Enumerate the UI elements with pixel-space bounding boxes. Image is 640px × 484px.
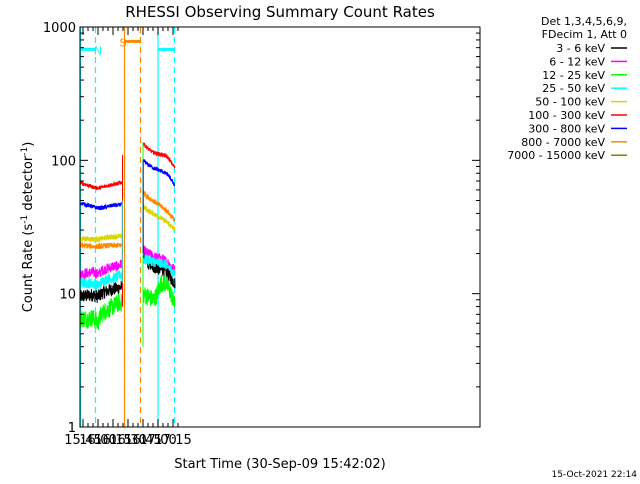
x-tick-label: 16:00 — [79, 433, 116, 448]
legend-entry-label: 300 - 800 keV — [528, 122, 605, 135]
x-tick-label: 17:15 — [154, 433, 191, 448]
series-2-segment-1 — [79, 293, 123, 331]
series-7-segment-1 — [79, 241, 123, 250]
x-tick-label: 15:45 — [64, 433, 101, 448]
y-axis: 1 10 100 1000 — [43, 21, 480, 436]
plot-frame — [79, 26, 481, 428]
series-1-segment-1 — [79, 259, 123, 281]
legend-entry-label: 50 - 100 keV — [535, 96, 605, 109]
series-5-segment-2 — [142, 142, 176, 169]
series-7-segment-2 — [142, 190, 176, 222]
x-tick-label: 16:45 — [124, 433, 161, 448]
annotation-label-n: N — [94, 44, 102, 57]
x-tick-label: 16:15 — [94, 433, 131, 448]
y-tick-label: 100 — [51, 154, 76, 169]
y-tick-label: 1000 — [43, 21, 76, 36]
legend: Det 1,3,4,5,6,9, FDecim 1, Att 0 3 - 6 k… — [507, 15, 627, 162]
x-tick-label: 16:30 — [109, 433, 146, 448]
x-tick-label: 17:00 — [139, 433, 176, 448]
legend-header-line1: Det 1,3,4,5,6,9, — [541, 15, 627, 28]
series-2-segment-2 — [142, 274, 176, 309]
series-3-segment-2 — [142, 254, 176, 277]
series-6-segment-1 — [79, 201, 123, 211]
chart-title: RHESSI Observing Summary Count Rates — [125, 3, 435, 21]
series-4-segment-2 — [142, 204, 176, 231]
series-5-segment-1 — [79, 180, 123, 191]
y-axis-label: Count Rate (s-1 detector-1) — [20, 142, 36, 313]
legend-entry-label: 7000 - 15000 keV — [507, 149, 605, 162]
series-6-segment-2 — [142, 158, 176, 188]
series-4-segment-1 — [79, 232, 123, 243]
legend-entry-label: 3 - 6 keV — [556, 42, 605, 55]
series-3-segment-1 — [79, 269, 123, 290]
plot-area: NS — [79, 27, 176, 427]
annotation-label-s: S — [120, 36, 127, 49]
y-tick-label: 1 — [68, 421, 76, 436]
legend-header-line2: FDecim 1, Att 0 — [542, 28, 627, 41]
legend-entry-label: 25 - 50 keV — [542, 82, 605, 95]
timestamp: 15-Oct-2021 22:14 — [552, 470, 638, 480]
legend-entry-label: 100 - 300 keV — [528, 109, 605, 122]
y-tick-label: 10 — [59, 288, 76, 303]
x-axis-label: Start Time (30-Sep-09 15:42:02) — [174, 457, 385, 472]
legend-entry-label: 6 - 12 keV — [549, 55, 605, 68]
legend-entry-label: 12 - 25 keV — [542, 69, 605, 82]
legend-entry-label: 800 - 7000 keV — [521, 136, 605, 149]
